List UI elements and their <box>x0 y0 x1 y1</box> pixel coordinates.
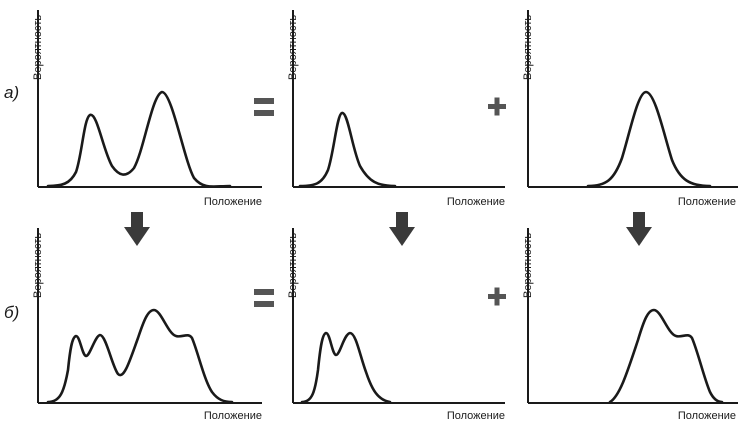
row-label-b: б) <box>4 303 19 322</box>
y-axis-label: Вероятность <box>32 233 44 298</box>
down-arrow <box>124 212 150 246</box>
curve-wide-peak <box>586 90 712 188</box>
x-axis-label: Положение <box>678 196 736 208</box>
equals-sign <box>254 98 274 116</box>
x-axis-label: Положение <box>447 196 505 208</box>
panel-a3: Вероятность Положение <box>522 10 738 208</box>
x-axis-label: Положение <box>447 410 505 422</box>
curve-split-narrow-peak <box>300 331 392 404</box>
y-axis-label: Вероятность <box>522 15 534 80</box>
panel-a2: Вероятность Положение <box>287 10 505 208</box>
panel-b2: Вероятность Положение <box>287 228 505 422</box>
curve-narrow-peak <box>298 111 397 188</box>
x-axis-label: Положение <box>204 410 262 422</box>
panel-b1: Вероятность Положение <box>32 228 262 422</box>
y-axis-label: Вероятность <box>287 233 299 298</box>
curve-double-peak <box>46 90 232 188</box>
down-arrow <box>389 212 415 246</box>
y-axis-label: Вероятность <box>522 233 534 298</box>
plus-sign <box>488 97 506 116</box>
curve-shouldered-peak <box>608 308 724 404</box>
plus-sign <box>488 287 506 306</box>
panel-a1: Вероятность Положение <box>32 10 262 208</box>
x-axis-label: Положение <box>678 410 736 422</box>
curve-four-peak <box>46 308 234 404</box>
row-label-a: а) <box>4 83 19 102</box>
y-axis-label: Вероятность <box>287 15 299 80</box>
equals-sign <box>254 289 274 307</box>
y-axis-label: Вероятность <box>32 15 44 80</box>
x-axis-label: Положение <box>204 196 262 208</box>
down-arrow <box>626 212 652 246</box>
panel-b3: Вероятность Положение <box>522 228 738 422</box>
